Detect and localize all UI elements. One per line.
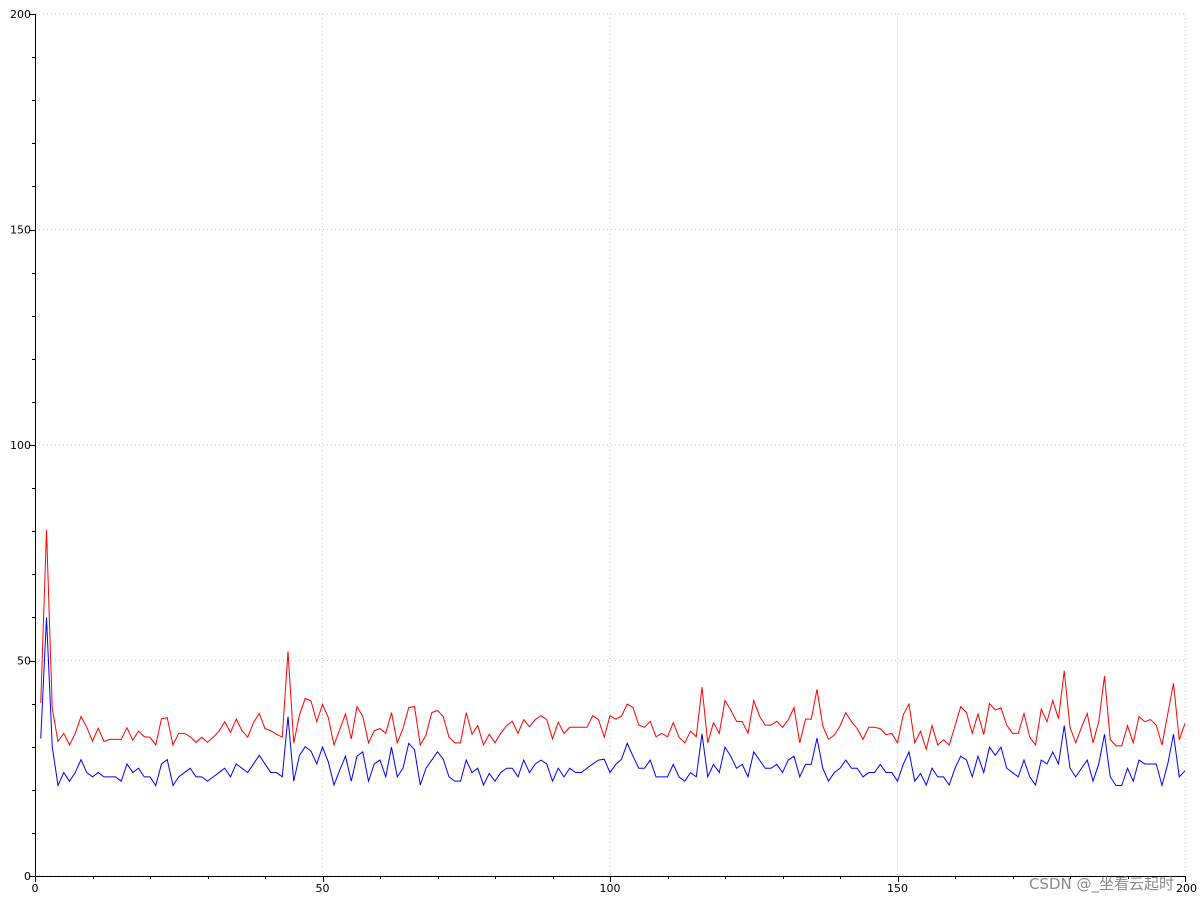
x-tick-label: 100 (600, 882, 621, 895)
series-line-2 (40, 617, 1186, 788)
y-tick-label: 150 (10, 224, 31, 237)
watermark: CSDN @_坐看云起时 (1028, 875, 1174, 893)
x-tick-label: 50 (316, 882, 330, 895)
axes: 0 50 100 150 200 0 50 100 150 200 (10, 8, 1197, 895)
y-tick-label: 0 (24, 870, 31, 883)
grid (34, 13, 1186, 877)
y-tick-label: 50 (17, 655, 31, 668)
x-tick-label: 0 (32, 882, 39, 895)
y-tick-label: 200 (10, 8, 31, 21)
series-line-1 (40, 529, 1186, 752)
series-group (40, 529, 1186, 788)
y-tick-label: 100 (10, 439, 31, 452)
x-tick-label: 200 (1176, 882, 1197, 895)
x-tick-label: 150 (887, 882, 908, 895)
